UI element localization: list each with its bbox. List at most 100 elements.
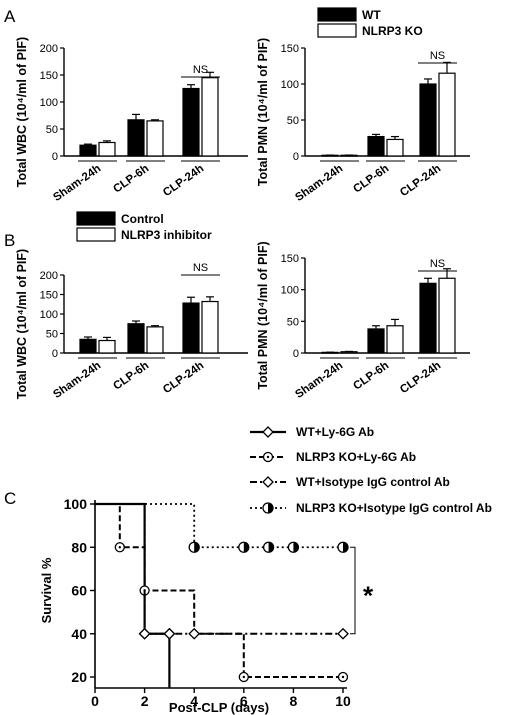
legend-label: NLRP3 inhibitor [121,228,212,242]
bar [419,83,437,157]
y-tick-label: 50 [287,316,299,328]
y-tick-label: 150 [40,70,58,82]
survival-marker [188,627,201,640]
legend-marker [262,476,274,488]
y-tick-label: 100 [40,309,58,321]
y-tick-label: 50 [46,329,58,341]
y-tick-label: 100 [281,285,299,297]
survival-marker-fill [293,542,299,553]
ns-label: NS [193,262,208,274]
bar [386,138,404,157]
ns-label: NS [430,258,445,270]
y-tick-label: 20 [71,669,87,685]
bar [182,87,200,157]
y-tick-label: 100 [281,79,299,91]
bar [367,135,385,157]
survival-marker-center [242,675,245,679]
panel-label-a: A [4,7,16,26]
bar [127,119,145,157]
category-label: CLP-24h [161,360,206,397]
survival-marker-center [118,546,122,549]
legend-label: WT+Ly-6G Ab [296,425,374,439]
category-label: Sham-24h [293,360,345,401]
survival-marker-fill [268,542,274,553]
x-tick-label: 6 [240,693,248,709]
legend-label: NLRP3 KO [362,24,423,38]
y-tick-label: 0 [293,348,299,360]
y-tick-label: 0 [293,151,299,163]
y-tick-label: 150 [40,290,58,302]
bar [367,328,385,354]
legend-label: NLRP3 KO+Ly-6G Ab [296,450,416,464]
bar [98,141,116,157]
legend-swatch [317,23,357,38]
y-tick-label: 200 [40,270,58,282]
x-axis-label: Post-CLP (days) [169,700,269,715]
bar [201,300,219,354]
legend-marker-center [266,455,270,459]
legend-label: NLRP3 KO+Isotype IgG control Ab [296,501,492,515]
legend-label: Control [121,212,164,226]
survival-marker-fill [243,542,249,553]
bar [98,339,116,354]
x-tick-label: 0 [91,693,99,709]
y-tick-label: 0 [52,348,58,360]
legend-label: WT [362,8,381,22]
y-axis-label: Survival % [39,557,54,623]
survival-line-2 [95,503,343,635]
y-axis-label: Total WBC (10⁴/ml of PIF) [15,37,29,187]
bar [438,72,456,157]
y-tick-label: 40 [71,626,87,642]
category-label: Sham-24h [51,163,103,204]
legend-swatch [76,227,116,242]
y-tick-label: 80 [71,539,87,555]
survival-marker [163,627,176,640]
category-label: CLP-6h [351,163,391,196]
legend-marker-fill [268,503,273,513]
x-tick-label: 2 [141,693,149,709]
survival-marker [138,627,151,640]
bar [127,323,145,354]
significance-label: * [363,581,374,611]
panel-label-b: B [4,231,15,250]
category-label: CLP-24h [398,163,443,200]
bar [79,338,97,354]
x-tick-label: 4 [190,693,198,709]
category-label: Sham-24h [51,360,103,401]
survival-marker-center [341,675,345,679]
y-tick-label: 150 [281,253,299,265]
ns-label: NS [193,64,208,76]
y-tick-label: 150 [281,43,299,55]
bar [146,120,164,157]
category-label: CLP-6h [111,360,151,393]
chart-b-wbc: 0 50 100 150 200 Total WBC (10⁴/ml of PIF) Sha… [15,211,248,401]
bar [386,325,404,354]
survival-line-1 [95,503,343,678]
y-tick-label: 50 [46,124,58,136]
survival-marker [337,627,349,640]
y-axis-label: Total PMN (10⁴/ml of PIF) [256,241,270,389]
category-label: CLP-24h [161,163,206,200]
category-label: CLP-6h [111,163,151,196]
category-label: Sham-24h [293,163,345,204]
y-tick-label: 100 [40,97,58,109]
survival-line-0 [95,502,171,688]
y-tick-label: 0 [52,151,58,163]
legend-swatch [317,7,357,22]
survival-marker-fill [194,542,200,553]
legend-swatch [76,211,116,226]
legend-marker [262,426,274,438]
bar [146,326,164,354]
bar [79,144,97,157]
y-axis-label: Total PMN (10⁴/ml of PIF) [256,38,270,186]
y-tick-label: 100 [64,496,88,512]
legend-label: WT+Isotype IgG control Ab [296,475,450,489]
x-tick-label: 10 [335,693,351,709]
y-tick-label: 50 [287,115,299,127]
y-axis-label: Total WBC (10⁴/ml of PIF) [15,249,29,399]
chart-b-pmn: 0 50 100 150 Total PMN (10⁴/ml of PIF) Sham-2… [256,241,470,401]
category-label: CLP-6h [351,360,391,393]
ns-label: NS [430,50,445,62]
chart-a-pmn: 0 50 100 150 Total PMN (10⁴/ml of PIF) Sham-2… [256,7,470,204]
